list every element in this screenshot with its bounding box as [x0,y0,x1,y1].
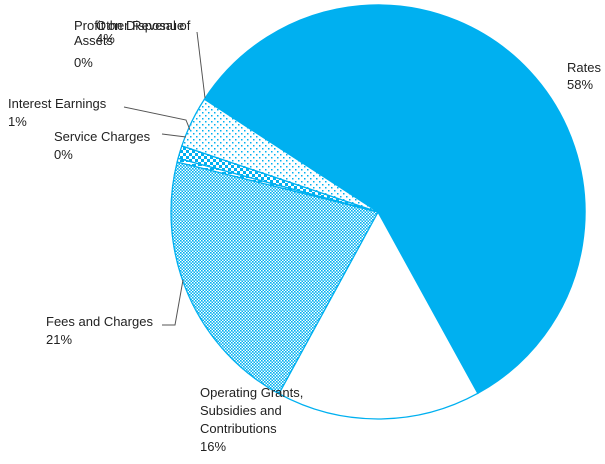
slice-labels: Rates 58% Operating Grants, Subsidies an… [8,18,605,454]
leader-line-service-charges [161,133,187,138]
label-profit-on-disposal: Profit on Disposal of Assets 0% [74,18,194,70]
label-interest-earnings: Interest Earnings 1% [8,96,110,129]
leader-line-fees-and-charges [162,279,184,326]
label-operating-grants: Operating Grants, Subsidies and Contribu… [200,385,307,454]
label-rates: Rates 58% [567,60,605,92]
slice-rates [203,4,586,395]
leader-line-profit-on-disposal [196,31,206,99]
label-service-charges: Service Charges 0% [54,129,154,162]
leader-line-interest-earnings [123,106,191,131]
pie-slices [170,4,586,420]
leader-lines [123,31,206,326]
slice-fees-and-charges [170,161,379,395]
label-fees-and-charges: Fees and Charges 21% [46,314,157,347]
label-other-revenue: Other Revenue 4% [96,18,188,46]
slice-other-revenue [181,98,379,213]
slice-operating-grants [278,210,479,420]
